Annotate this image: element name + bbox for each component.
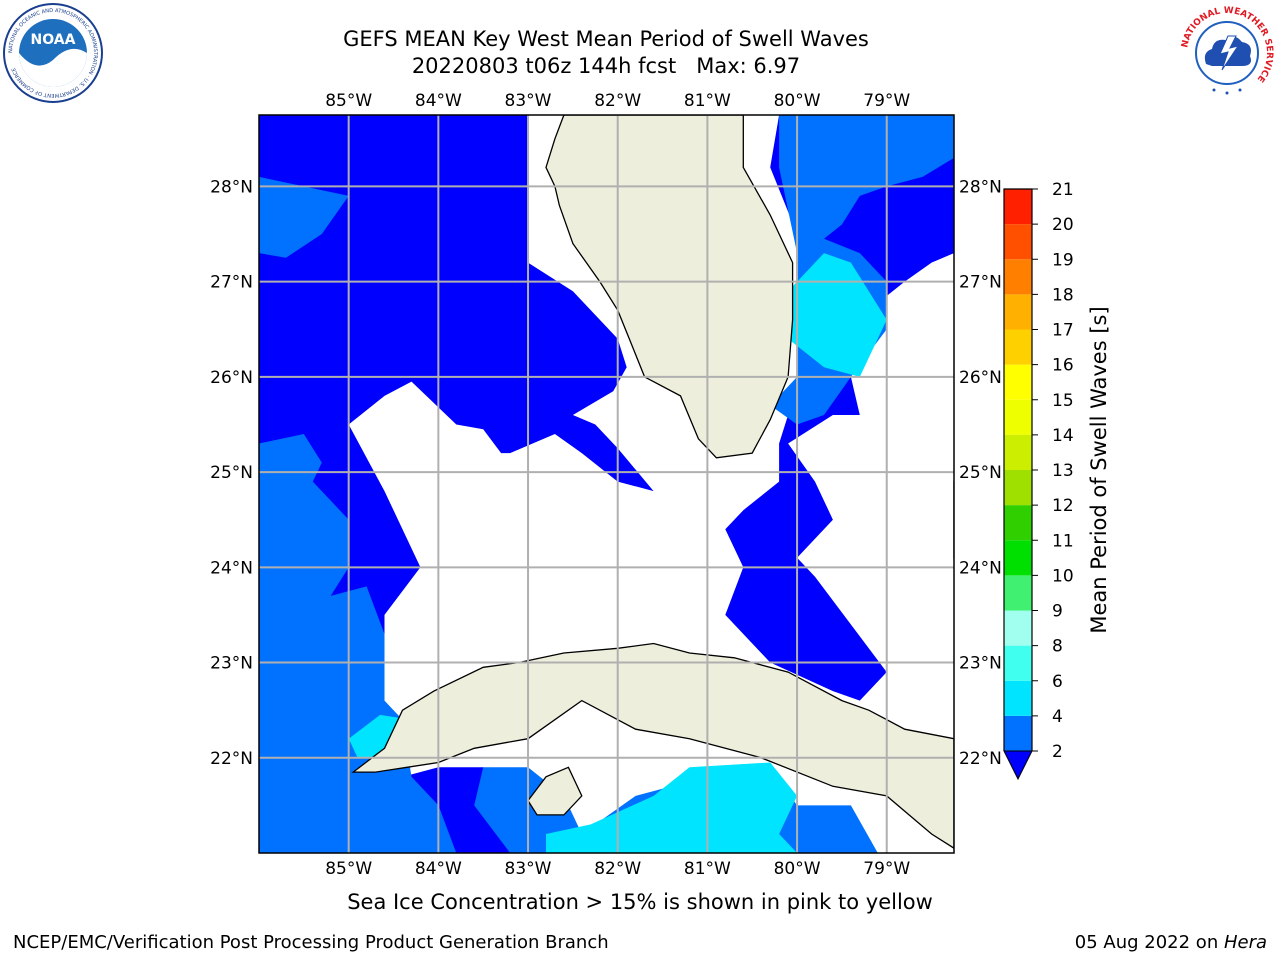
colorbar-tick-label: 8 xyxy=(1052,637,1063,657)
colorbar-segment-12-13 xyxy=(1004,470,1032,506)
colorbar-segment-9-10 xyxy=(1004,575,1032,611)
lat-tick-label-left: 23°N xyxy=(210,654,253,674)
lat-tick-label-right: 26°N xyxy=(959,368,1002,388)
colorbar-tick-label: 2 xyxy=(1052,742,1063,762)
lat-tick-label-left: 24°N xyxy=(210,558,253,578)
colorbar-tick-label: 4 xyxy=(1052,707,1063,727)
lat-tick-label-right: 24°N xyxy=(959,558,1002,578)
colorbar-tick-label: 18 xyxy=(1052,285,1074,305)
coastline-florida-peninsula xyxy=(545,115,794,459)
colorbar-segment-17-18 xyxy=(1004,294,1032,330)
colorbar-segment-8-9 xyxy=(1004,610,1032,646)
lon-tick-label-bottom: 83°W xyxy=(505,859,552,879)
lon-tick-label-bottom: 84°W xyxy=(415,859,462,879)
chart-title: GEFS MEAN Key West Mean Period of Swell … xyxy=(343,27,869,51)
colorbar: 2 4 6 8 9 10 11 12 13 14 15 16 17 18 19 20 21 Mean Period… xyxy=(1003,180,1111,781)
colorbar-tick-label: 20 xyxy=(1052,215,1074,235)
colorbar-tick-label: 15 xyxy=(1052,391,1074,411)
colorbar-segment-15-16 xyxy=(1004,364,1032,400)
coastline-isla-de-la-juventud xyxy=(527,766,583,816)
lat-tick-label-left: 25°N xyxy=(210,463,253,483)
lon-tick-label-top: 81°W xyxy=(684,91,731,111)
lon-tick-label-top: 84°W xyxy=(415,91,462,111)
map-plot-area xyxy=(259,115,954,853)
colorbar-tick-label: 10 xyxy=(1052,566,1074,586)
swell-period-region-4-6-6 xyxy=(788,253,887,377)
colorbar-segment-14-15 xyxy=(1004,399,1032,435)
lon-tick-label-top: 83°W xyxy=(505,91,552,111)
chart-subtitle: 20220803 t06z 144h fcst Max: 6.97 xyxy=(411,54,801,78)
sea-ice-caption: Sea Ice Concentration > 15% is shown in … xyxy=(347,890,933,914)
lon-tick-label-top: 82°W xyxy=(594,91,641,111)
lat-tick-label-right: 23°N xyxy=(959,654,1002,674)
colorbar-tick-label: 17 xyxy=(1052,321,1074,341)
swell-period-region-4-6-8 xyxy=(546,762,798,853)
lon-tick-label-top: 80°W xyxy=(774,91,821,111)
colorbar-tick-label: 11 xyxy=(1052,531,1074,551)
lat-tick-label-right: 25°N xyxy=(959,463,1002,483)
colorbar-segment-4-6 xyxy=(1004,680,1032,716)
lon-tick-label-top: 79°W xyxy=(863,91,910,111)
map-content xyxy=(259,115,954,853)
nws-logo: NATIONAL WEATHER SERVICE xyxy=(1178,4,1276,102)
colorbar-label: Mean Period of Swell Waves [s] xyxy=(1087,306,1111,633)
colorbar-segment-19-20 xyxy=(1004,224,1032,260)
colorbar-tick-label: 6 xyxy=(1052,672,1063,692)
lat-tick-label-left: 22°N xyxy=(210,749,253,769)
colorbar-tick-label: 12 xyxy=(1052,496,1074,516)
colorbar-tick-label: 21 xyxy=(1052,180,1074,200)
lon-tick-label-bottom: 81°W xyxy=(684,859,731,879)
lat-tick-label-right: 22°N xyxy=(959,749,1002,769)
swell-period-region-2-4-2 xyxy=(259,176,349,258)
footer-credit: NCEP/EMC/Verification Post Processing Pr… xyxy=(13,932,609,953)
swell-period-region-lt2-1 xyxy=(725,115,954,701)
colorbar-segment-10-11 xyxy=(1004,540,1032,576)
lat-tick-label-left: 28°N xyxy=(210,177,253,197)
footer-date: 05 Aug 2022 on Hera xyxy=(1075,932,1267,953)
colorbar-tick-label: 19 xyxy=(1052,250,1074,270)
map-frame xyxy=(258,114,955,854)
lat-tick-label-right: 27°N xyxy=(959,273,1002,293)
footer-host: Hera xyxy=(1223,932,1267,953)
lon-tick-label-bottom: 85°W xyxy=(325,859,372,879)
noaa-logo: NATIONAL OCEANIC AND ATMOSPHERIC ADMINIS… xyxy=(3,3,103,103)
lon-tick-label-bottom: 79°W xyxy=(863,859,910,879)
coastline-andros xyxy=(953,480,954,559)
colorbar-segment-20-21 xyxy=(1004,189,1032,225)
colorbar-under-triangle xyxy=(1003,750,1033,781)
lat-tick-label-left: 27°N xyxy=(210,273,253,293)
colorbar-tick-label: 14 xyxy=(1052,426,1074,446)
colorbar-segment-16-17 xyxy=(1004,329,1032,365)
lon-tick-label-bottom: 80°W xyxy=(774,859,821,879)
colorbar-segment-6-8 xyxy=(1004,645,1032,681)
colorbar-segment-2-4 xyxy=(1004,715,1032,752)
lon-tick-label-bottom: 82°W xyxy=(594,859,641,879)
colorbar-tick-label: 9 xyxy=(1052,602,1063,622)
colorbar-tick-label: 16 xyxy=(1052,356,1074,376)
lat-tick-label-right: 28°N xyxy=(959,177,1002,197)
footer-date-text: 05 Aug 2022 on xyxy=(1074,932,1224,953)
lat-tick-label-left: 26°N xyxy=(210,368,253,388)
noaa-logo-text: NOAA xyxy=(31,32,76,48)
colorbar-segment-11-12 xyxy=(1004,505,1032,541)
colorbar-segment-18-19 xyxy=(1004,259,1032,295)
colorbar-tick-label: 13 xyxy=(1052,461,1074,481)
colorbar-segment-13-14 xyxy=(1004,434,1032,471)
map-axes: 85°W 85°W 84°W 84°W 83°W 83°W 82°W 82°W 81°W 81°W… xyxy=(210,91,1002,879)
lon-tick-label-top: 85°W xyxy=(325,91,372,111)
